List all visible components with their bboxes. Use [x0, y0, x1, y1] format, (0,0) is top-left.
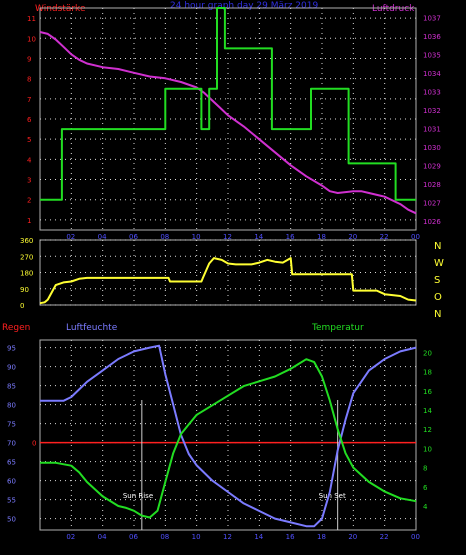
time-tick-label: 22: [380, 233, 389, 241]
wind-tick-label: 2: [27, 197, 31, 205]
direction-tick-label: 0: [20, 302, 24, 310]
direction-series-line: [39, 257, 417, 305]
sun-annotation: Sun Rise: [123, 492, 153, 500]
pressure-axis-title: Luftdruck: [372, 4, 415, 14]
temperature-tick-label: 18: [423, 369, 432, 377]
time-tick-label: 10: [192, 233, 201, 241]
temperature-label: Temperatur: [311, 323, 364, 333]
time-tick-label: 00: [411, 233, 420, 241]
wind-tick-label: 8: [27, 76, 31, 84]
time-tick-label: 18: [317, 233, 326, 241]
compass-label: N: [434, 309, 441, 320]
compass-label: S: [434, 275, 440, 286]
direction-tick-label: 270: [20, 253, 33, 261]
time-tick-label: 20: [348, 533, 357, 541]
time-tick-label: 04: [98, 533, 107, 541]
pressure-tick-label: 1034: [423, 70, 441, 78]
time-tick-label: 12: [223, 233, 232, 241]
temperature-series-line: [40, 358, 417, 519]
time-tick-label: 16: [286, 533, 295, 541]
temperature-tick-label: 20: [423, 349, 432, 357]
direction-tick-label: 90: [20, 286, 29, 294]
temperature-tick-label: 4: [423, 503, 428, 511]
temperature-tick-label: 16: [423, 388, 432, 396]
humidity-tick-label: 75: [7, 421, 16, 429]
direction-tick-label: 180: [20, 270, 33, 278]
time-tick-label: 16: [286, 233, 295, 241]
humidity-tick-label: 85: [7, 383, 16, 391]
time-tick-label: 02: [66, 233, 75, 241]
humidity-tick-label: 90: [7, 364, 16, 372]
time-tick-label: 02: [66, 533, 75, 541]
pressure-tick-label: 1033: [423, 88, 441, 96]
temperature-tick-label: 10: [423, 445, 432, 453]
time-tick-label: 04: [98, 233, 107, 241]
time-tick-label: 12: [223, 533, 232, 541]
humidity-tick-label: 50: [7, 516, 16, 524]
time-tick-label: 08: [160, 233, 169, 241]
time-tick-label: 00: [411, 533, 420, 541]
humidity-series-line: [40, 344, 417, 528]
chart-title: 24 hour graph day 29 März 2019: [170, 1, 318, 11]
rain-zero-label: 0: [32, 440, 36, 448]
humidity-tick-label: 80: [7, 402, 16, 410]
time-tick-label: 14: [254, 233, 263, 241]
wind-tick-label: 11: [27, 15, 36, 23]
wind-series-line: [40, 7, 416, 201]
pressure-tick-label: 1028: [423, 181, 441, 189]
time-tick-label: 14: [254, 533, 263, 541]
time-tick-label: 22: [380, 533, 389, 541]
time-tick-label: 10: [192, 533, 201, 541]
humidity-tick-label: 55: [7, 497, 16, 505]
wind-tick-label: 1: [27, 217, 31, 225]
time-tick-label: 08: [160, 533, 169, 541]
wind-axis-title: Windstärke: [35, 4, 86, 14]
wind-tick-label: 3: [27, 177, 31, 185]
compass-label: W: [434, 258, 444, 269]
humidity-tick-label: 70: [7, 440, 16, 448]
humidity-tick-label: 65: [7, 459, 16, 467]
time-tick-label: 06: [129, 533, 138, 541]
wind-tick-label: 10: [27, 35, 36, 43]
pressure-tick-label: 1035: [423, 51, 441, 59]
pressure-tick-label: 1031: [423, 125, 441, 133]
pressure-tick-label: 1036: [423, 33, 441, 41]
wind-tick-label: 4: [27, 156, 32, 164]
compass-label: N: [434, 241, 441, 252]
temperature-tick-label: 14: [423, 407, 432, 415]
wind-tick-label: 9: [27, 55, 31, 63]
rain-label: Regen: [2, 323, 30, 333]
pressure-tick-label: 1026: [423, 218, 441, 226]
pressure-tick-label: 1027: [423, 199, 441, 207]
pressure-tick-label: 1029: [423, 162, 441, 170]
time-tick-label: 18: [317, 533, 326, 541]
time-tick-label: 20: [348, 233, 357, 241]
humidity-tick-label: 95: [7, 345, 16, 353]
direction-tick-label: 360: [20, 237, 33, 245]
time-tick-label: 06: [129, 233, 138, 241]
humidity-tick-label: 60: [7, 478, 16, 486]
pressure-series-line: [39, 31, 417, 215]
wind-tick-label: 5: [27, 136, 31, 144]
wind-tick-label: 7: [27, 96, 31, 104]
temperature-tick-label: 12: [423, 426, 432, 434]
pressure-tick-label: 1037: [423, 14, 441, 22]
humidity-label: Luftfeuchte: [66, 323, 118, 333]
pressure-tick-label: 1030: [423, 144, 441, 152]
temperature-tick-label: 6: [423, 484, 428, 492]
compass-label: O: [434, 292, 442, 303]
wind-tick-label: 6: [27, 116, 32, 124]
sun-annotation: Sun Set: [319, 492, 346, 500]
temperature-tick-label: 8: [423, 465, 427, 473]
pressure-tick-label: 1032: [423, 107, 441, 115]
